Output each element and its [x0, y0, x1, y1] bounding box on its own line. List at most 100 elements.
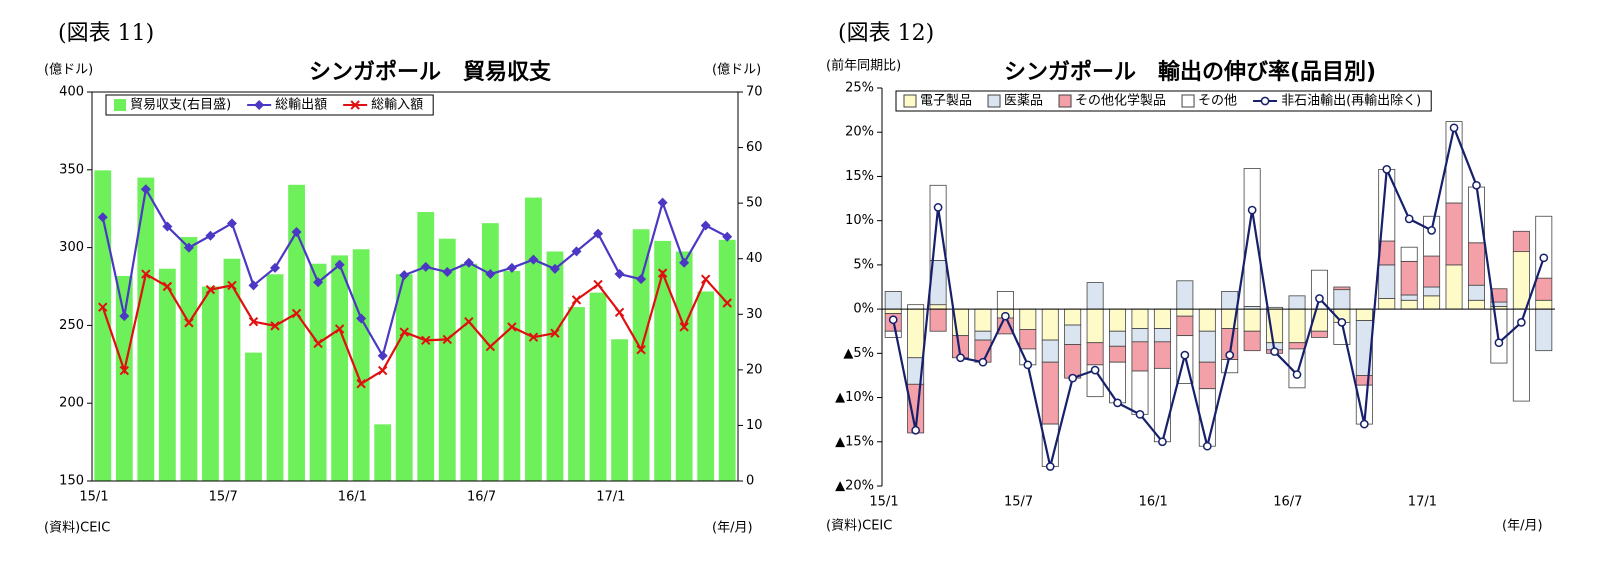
marker [334, 259, 345, 270]
bar [481, 223, 499, 482]
bar [1153, 308, 1171, 329]
marker [1023, 360, 1033, 370]
marker [98, 302, 108, 312]
y2-tick-label: 0 [746, 474, 754, 489]
marker [464, 316, 474, 327]
bar [1176, 308, 1194, 317]
bar [1198, 388, 1216, 447]
bar [1064, 344, 1082, 379]
bar [996, 291, 1014, 310]
bar [1512, 230, 1530, 253]
bar [1423, 215, 1441, 257]
bar [1535, 277, 1553, 301]
bar [1445, 202, 1463, 266]
bar [1400, 246, 1418, 262]
bar [1198, 361, 1216, 390]
x-tick-label: 16/1 [1139, 495, 1168, 510]
marker [657, 268, 668, 278]
bar [1221, 291, 1239, 310]
marker [399, 270, 410, 281]
bar [1198, 330, 1216, 363]
legend-label: 貿易収支(右目盛) [130, 98, 231, 113]
marker [420, 261, 431, 272]
bar [331, 255, 349, 481]
bar [137, 177, 155, 481]
bar [1512, 251, 1530, 310]
legend-swatch [1181, 94, 1195, 108]
marker [1494, 338, 1504, 348]
bar [1288, 308, 1306, 344]
y2-tick-label: 60 [746, 140, 763, 155]
marker [528, 332, 539, 342]
bar [718, 239, 736, 481]
marker [1247, 205, 1257, 215]
line [892, 124, 1545, 467]
marker [1427, 226, 1436, 235]
bar [1019, 329, 1037, 350]
marker [313, 277, 324, 288]
marker [270, 321, 280, 331]
bar [884, 330, 902, 338]
bar [1086, 342, 1104, 366]
y-tick-label: 25% [845, 81, 874, 96]
bar [1310, 330, 1328, 338]
bar [1153, 341, 1171, 369]
bar [525, 197, 542, 482]
legend-label: 医薬品 [1004, 94, 1043, 109]
marker [1359, 419, 1369, 429]
y-tick-label: 20% [845, 125, 874, 140]
bar [1378, 298, 1396, 310]
bar [697, 291, 715, 481]
bar [1400, 294, 1418, 301]
figure-label: (図表 11) [58, 21, 154, 46]
marker [442, 267, 453, 278]
bar [884, 308, 902, 314]
legend-marker [254, 100, 265, 110]
y-tick-label: 250 [59, 318, 84, 333]
marker [1292, 370, 1302, 379]
marker [549, 263, 560, 274]
bar [974, 330, 992, 341]
marker [270, 262, 281, 273]
marker [334, 324, 345, 334]
bar [223, 258, 241, 481]
bar [1400, 299, 1418, 310]
marker [1449, 123, 1459, 133]
marker [1113, 398, 1122, 408]
legend-swatch [114, 99, 126, 111]
y2-tick-label: 30 [746, 307, 763, 322]
bar [158, 268, 176, 481]
bar [546, 251, 564, 481]
bar [1468, 242, 1485, 286]
chart-title: シンガポール 輸出の伸び率(品目別) [1004, 59, 1376, 85]
y-tick-label: 0% [853, 302, 874, 317]
marker [97, 212, 108, 223]
legend-swatch [1058, 94, 1072, 108]
marker [485, 269, 496, 280]
bar [884, 291, 902, 310]
bar [417, 212, 435, 481]
y-tick-label: ▲5% [843, 346, 874, 361]
line [101, 269, 729, 386]
bar [1109, 361, 1127, 404]
marker [205, 284, 216, 295]
marker [399, 327, 409, 337]
bar [1468, 186, 1485, 244]
y2-unit: (億ドル) [712, 62, 761, 78]
marker [162, 221, 173, 232]
bar [1131, 341, 1149, 372]
bar [115, 275, 133, 481]
bar [1109, 345, 1127, 363]
marker [1539, 253, 1549, 263]
bar [1243, 168, 1261, 307]
bar [1333, 286, 1351, 291]
figure-label: (図表 12) [838, 21, 934, 46]
y2-tick-label: 40 [746, 251, 763, 266]
bar [1243, 308, 1261, 332]
bar [929, 304, 947, 310]
marker [291, 308, 302, 319]
bar [309, 263, 327, 481]
legend-label: 総輸入額 [371, 98, 423, 113]
marker [1001, 311, 1010, 321]
marker [485, 341, 496, 352]
